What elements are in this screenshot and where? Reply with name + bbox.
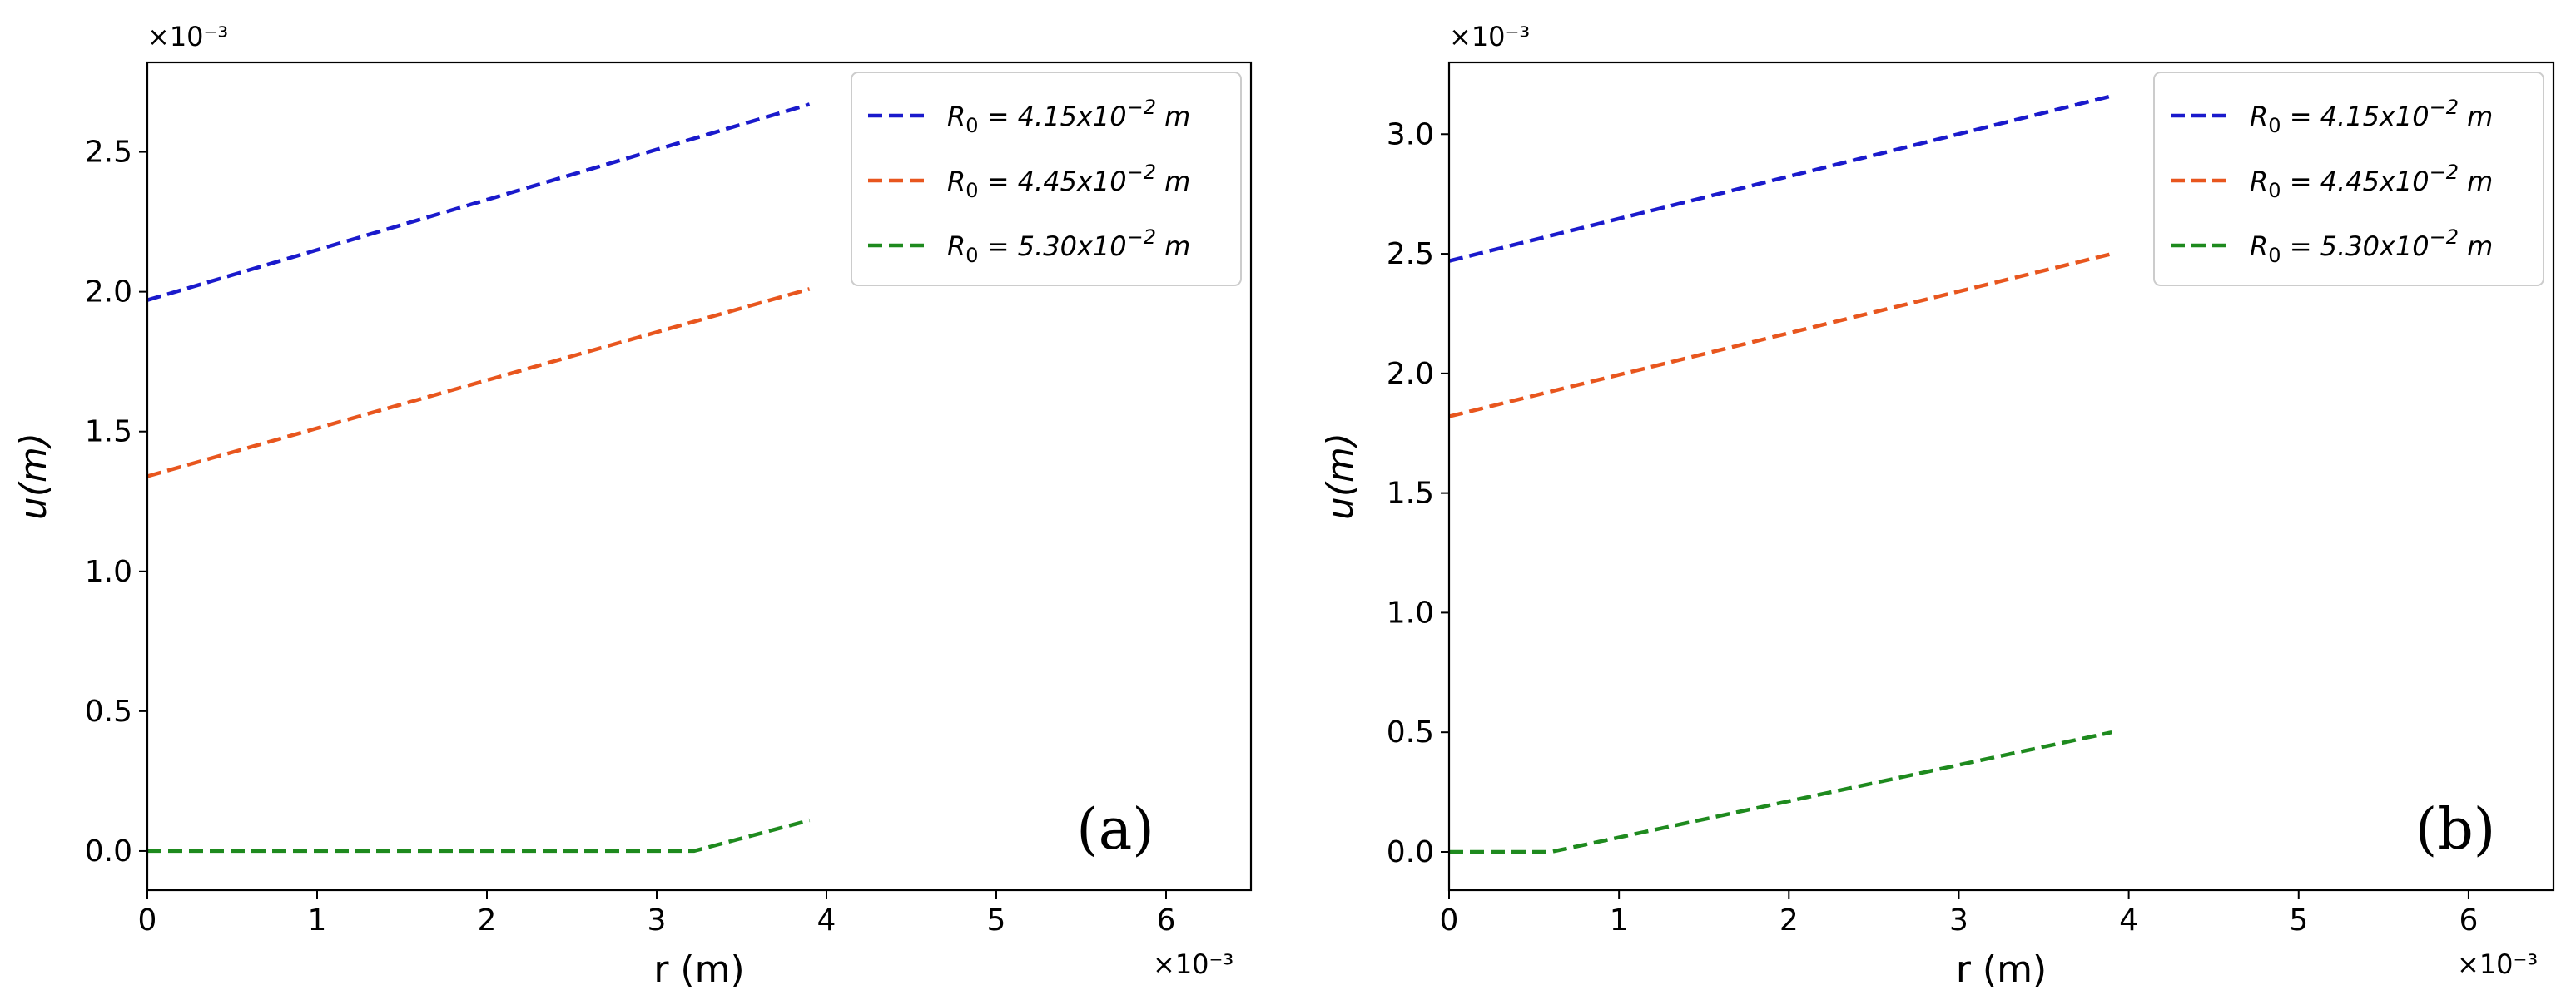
legend-label-sup: −2 [2430, 96, 2459, 119]
legend-label-sub: 0 [2268, 179, 2281, 202]
legend-label-sup: −2 [2430, 161, 2459, 184]
legend-label: R0 = 4.45x10−2 m [947, 161, 1190, 202]
legend-label-base: R [947, 230, 965, 262]
legend-label-unit: m [1156, 230, 1190, 262]
y-axis-label: u(m) [12, 433, 55, 520]
legend-entry: R0 = 5.30x10−2 m [2171, 225, 2493, 267]
series-line-1 [1448, 94, 2112, 263]
legend-label: R0 = 5.30x10−2 m [947, 225, 1190, 267]
y-axis-label: u(m) [1319, 433, 1362, 520]
legend-label-mid: = 5.30x10 [2281, 230, 2430, 262]
legend-label: R0 = 4.15x10−2 m [2250, 96, 2493, 137]
y-tick-label: 0.5 [1387, 715, 1434, 750]
x-tick-label: 5 [2289, 904, 2308, 938]
y-tick-label: 3.0 [1387, 117, 1434, 151]
y-tick-label: 1.0 [85, 555, 132, 589]
legend-label: R0 = 5.30x10−2 m [2250, 225, 2493, 267]
x-tick-label: 2 [478, 904, 497, 938]
y-tick-label: 0.0 [85, 834, 132, 869]
legend-label: R0 = 4.45x10−2 m [2250, 161, 2493, 202]
legend-label-unit: m [1156, 166, 1190, 197]
x-tick-label: 4 [2119, 904, 2138, 938]
legend-entry: R0 = 5.30x10−2 m [868, 225, 1190, 267]
panel-label: (a) [1076, 797, 1154, 863]
y-tick-label: 0.0 [1387, 835, 1434, 869]
legend-entry: R0 = 4.45x10−2 m [2171, 161, 2493, 202]
x-axis-multiplier: ×10⁻³ [2457, 948, 2538, 980]
panel-label: (b) [2415, 797, 2496, 863]
series-line-2 [1448, 251, 2112, 418]
x-tick-label: 2 [1779, 904, 1799, 938]
series-line-1 [146, 102, 811, 302]
legend-label-base: R [947, 166, 965, 197]
y-tick-label: 1.5 [1387, 477, 1434, 511]
x-tick-label: 6 [1157, 904, 1176, 938]
legend-label-unit: m [2459, 101, 2493, 132]
legend-label-unit: m [2459, 166, 2493, 197]
legend-label-sub: 0 [965, 244, 978, 267]
legend-label-base: R [2250, 101, 2268, 132]
legend-label-mid: = 5.30x10 [979, 230, 1127, 262]
legend-label-unit: m [2459, 230, 2493, 262]
legend-label-sub: 0 [2268, 244, 2281, 267]
y-tick-label: 1.0 [1387, 596, 1434, 630]
x-tick-label: 0 [1440, 904, 1459, 938]
y-axis-multiplier: ×10⁻³ [1449, 21, 1530, 52]
legend: R0 = 4.15x10−2 mR0 = 4.45x10−2 mR0 = 5.3… [851, 72, 1242, 286]
x-tick-label: 6 [2459, 904, 2478, 938]
series-line-3 [1449, 730, 2112, 854]
legend-label-base: R [2250, 230, 2268, 262]
x-tick-label: 5 [987, 904, 1006, 938]
legend-label-sup: −2 [1127, 96, 1156, 119]
y-tick-label: 2.5 [85, 136, 132, 170]
y-axis-multiplier: ×10⁻³ [147, 21, 228, 52]
x-tick-label: 3 [648, 904, 667, 938]
legend-label-mid: = 4.45x10 [2281, 166, 2430, 197]
legend-label-sup: −2 [2430, 225, 2459, 249]
series-line-2 [146, 287, 811, 478]
legend-entry: R0 = 4.45x10−2 m [868, 161, 1190, 202]
legend: R0 = 4.15x10−2 mR0 = 4.45x10−2 mR0 = 5.3… [2153, 72, 2544, 286]
legend-label-mid: = 4.15x10 [2281, 101, 2430, 132]
y-tick-label: 2.0 [85, 275, 132, 309]
y-tick-label: 2.5 [1387, 237, 1434, 271]
legend-label-sub: 0 [965, 179, 978, 202]
legend-label: R0 = 4.15x10−2 m [947, 96, 1190, 137]
x-axis-label: r (m) [653, 948, 744, 991]
legend-label-unit: m [1156, 101, 1190, 132]
x-tick-label: 0 [138, 904, 157, 938]
legend-label-sup: −2 [1127, 161, 1156, 184]
x-tick-label: 1 [308, 904, 327, 938]
legend-label-sub: 0 [2268, 114, 2281, 137]
y-tick-label: 1.5 [85, 415, 132, 449]
series-line-3 [147, 818, 811, 854]
legend-label-mid: = 4.15x10 [979, 101, 1127, 132]
x-axis-multiplier: ×10⁻³ [1153, 948, 1233, 980]
legend-frame [2153, 72, 2544, 286]
chart-panel-a: 0 1 2 3 4 5 6 0.0 0.5 1.0 1.5 2.0 2.5 r (m) u(m) ×10⁻³ ×… [12, 21, 1253, 991]
legend-label-base: R [947, 101, 965, 132]
x-axis-label: r (m) [1956, 948, 2047, 991]
legend-label-base: R [2250, 166, 2268, 197]
legend-frame [851, 72, 1242, 286]
x-tick-label: 1 [1610, 904, 1629, 938]
x-tick-label: 4 [817, 904, 836, 938]
legend-entry: R0 = 4.15x10−2 m [868, 96, 1190, 137]
legend-label-sup: −2 [1127, 225, 1156, 249]
axes-frame [1447, 61, 2555, 892]
y-tick-label: 0.5 [85, 695, 132, 729]
chart-panel-b: 0 1 2 3 4 5 6 0.0 0.5 1.0 1.5 2.0 2.5 3.0 r (m) u(m) ×10… [1319, 21, 2555, 991]
legend-label-mid: = 4.45x10 [979, 166, 1127, 197]
legend-label-sub: 0 [965, 114, 978, 137]
x-tick-label: 3 [1949, 904, 1968, 938]
axes-frame [146, 61, 1253, 892]
legend-entry: R0 = 4.15x10−2 m [2171, 96, 2493, 137]
y-tick-label: 2.0 [1387, 357, 1434, 391]
